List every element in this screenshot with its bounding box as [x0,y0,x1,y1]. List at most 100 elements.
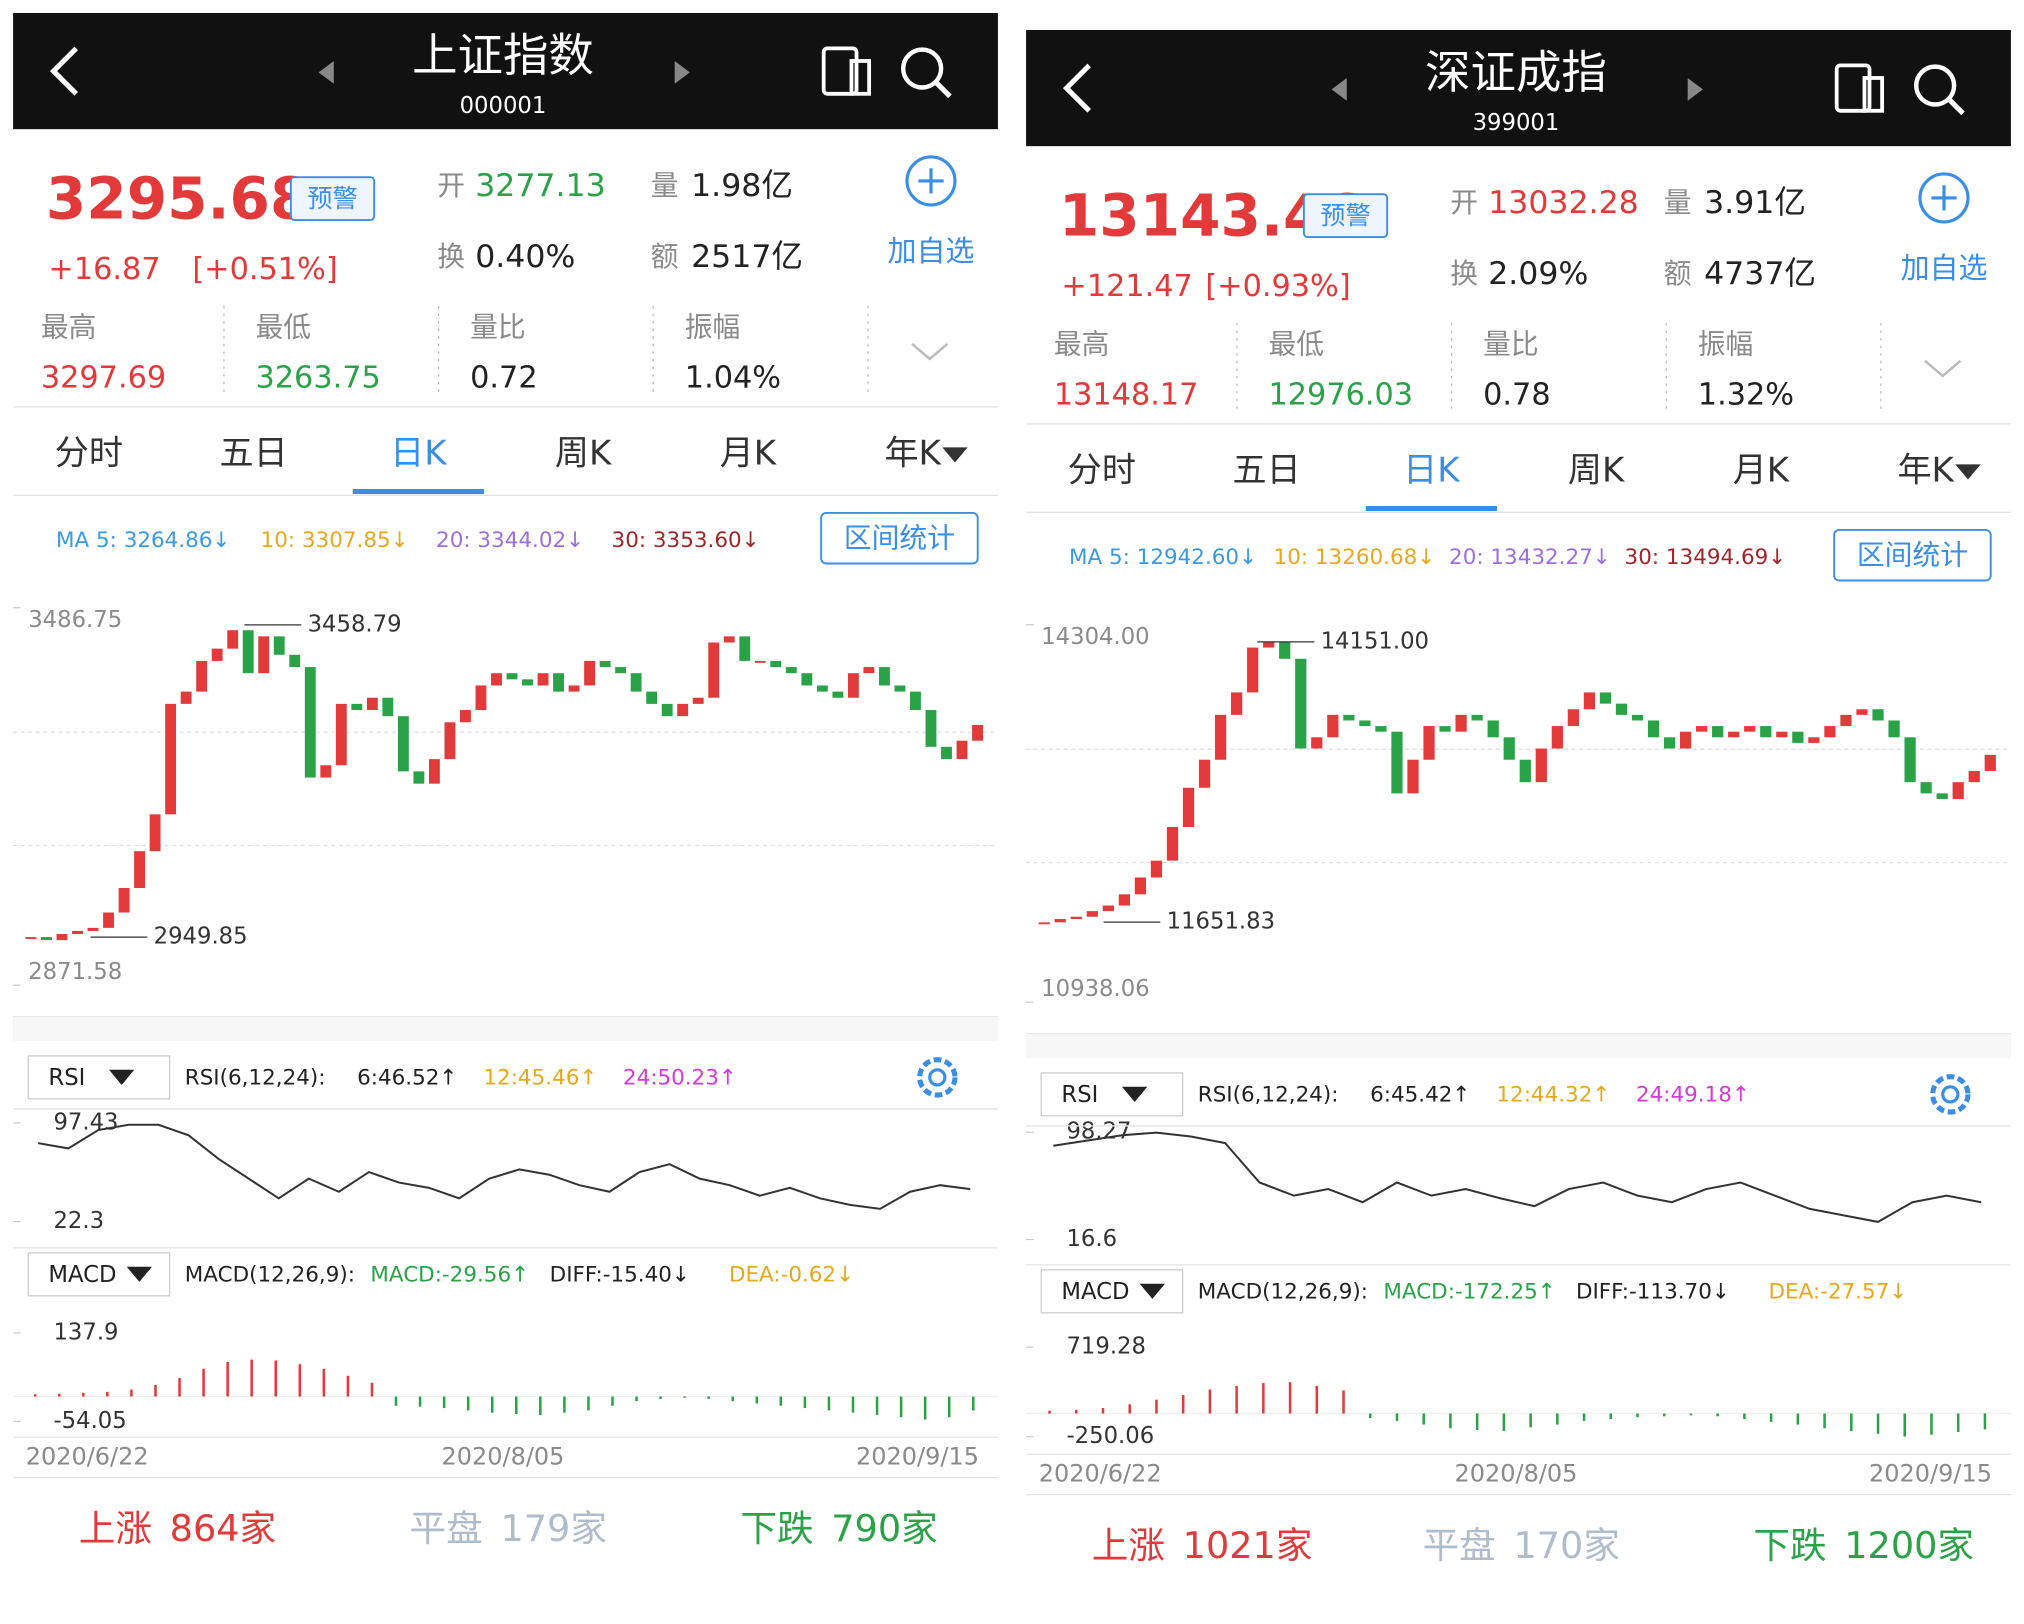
macd-bar [1609,1413,1613,1420]
range-button[interactable] [820,512,979,565]
period-tab[interactable]: 周K [555,433,613,473]
candle [1679,731,1692,749]
candle [1391,731,1403,794]
y-tick-label: 97.43 [53,1109,118,1135]
y-tick-label: 10938.06 [1041,976,1149,1002]
breadth-label: 平盘 [410,1507,483,1550]
candle [1439,726,1451,732]
macd-value: MACD:-172.25↑ [1383,1280,1555,1305]
period-tab[interactable]: 月K [720,433,778,473]
macd-bar [1422,1413,1425,1425]
search-icon[interactable] [901,47,944,90]
candle [1214,714,1227,760]
volume-label: 量 [651,169,679,202]
candle [863,667,875,674]
stat-label: 最高 [41,311,97,344]
candle [584,660,596,686]
expand-chevron[interactable] [911,342,949,361]
macd-value: MACD:-29.56↑ [370,1263,529,1288]
macd-selector[interactable] [27,1252,171,1297]
add-button[interactable] [905,155,957,207]
search-icon[interactable] [1914,64,1957,107]
switch-icon[interactable] [1834,63,1872,113]
macd-bar [539,1396,542,1415]
candle [1551,726,1563,749]
macd-bar [1903,1413,1907,1437]
alert-box[interactable] [1302,193,1389,239]
macd-bar [1128,1404,1131,1414]
stat-value: 0.72 [470,361,537,396]
macd-bar [659,1396,662,1399]
macd-bar [779,1396,783,1406]
macd-bar [1101,1407,1105,1414]
macd-bar [1662,1413,1666,1417]
index-code: 399001 [1473,110,1560,136]
macd-bar [1582,1413,1586,1421]
period-tab[interactable]: 分时 [55,433,123,473]
candle [134,851,146,888]
macd-bar [442,1396,446,1409]
macd-bar [899,1396,903,1418]
period-tab[interactable]: 周K [1568,450,1626,490]
tab-dropdown [1955,464,1981,480]
breadth-label: 上涨 [79,1507,152,1550]
range-button[interactable] [1833,529,1992,582]
candle [1487,720,1499,738]
candle [41,937,52,941]
candle [258,636,270,674]
y-tick-label: 137.9 [53,1319,118,1345]
x-tick-label: 2020/8/05 [442,1442,565,1470]
candle [1663,737,1676,749]
annotation-label: 11651.83 [1167,909,1275,935]
next-index[interactable] [1687,77,1703,101]
turnover-label: 换 [437,240,465,273]
period-tab[interactable]: 五日 [1233,450,1301,490]
prev-index[interactable] [318,60,334,84]
settings-gear[interactable] [1930,1074,1971,1115]
candle [1150,860,1163,878]
y-tick-label: 3486.75 [28,607,122,633]
macd-bar [178,1378,181,1397]
header-bar [1026,30,2011,147]
period-tab[interactable]: 月K [1733,450,1791,490]
candle [1712,726,1724,738]
period-tab[interactable]: 日K [390,433,448,473]
rsi-selector[interactable] [1040,1072,1184,1117]
ma-value: 20: 3344.02↓ [436,528,584,553]
back-button[interactable] [1062,63,1092,113]
search-handle [934,80,952,99]
settings-gear[interactable] [917,1057,958,1098]
alert-box[interactable] [289,176,376,222]
period-tab[interactable]: 五日 [220,433,288,473]
candle [103,912,114,928]
macd-selector[interactable] [1040,1269,1184,1314]
macd-bar [322,1368,326,1397]
stat-value: 13148.17 [1054,378,1199,413]
stat-label: 最低 [256,311,312,344]
period-tab[interactable]: 年K [884,433,942,473]
x-tick-label: 2020/9/15 [1869,1459,1992,1487]
expand-chevron[interactable] [1924,359,1962,378]
switch-icon-b [1862,76,1885,113]
candle [87,927,99,931]
macd-value: DIFF:-15.40↓ [550,1263,690,1288]
candle [1263,641,1275,648]
add-button[interactable] [1918,172,1970,224]
period-tab[interactable]: 年K [1897,450,1955,490]
y-tick-label: 719.28 [1066,1334,1146,1360]
candle [1343,714,1355,721]
back-button[interactable] [49,46,79,96]
candle [754,660,766,663]
candle [475,685,487,711]
period-tab[interactable]: 日K [1403,450,1461,490]
y-tick-label: 22.3 [53,1208,104,1234]
switch-icon[interactable] [821,46,859,96]
prev-index[interactable] [1331,77,1347,101]
next-index[interactable] [674,60,690,84]
period-tab[interactable]: 分时 [1068,450,1136,490]
rsi-selector[interactable] [27,1055,171,1100]
macd-bar [683,1396,686,1398]
candle [1118,894,1130,906]
x-tick-label: 2020/8/05 [1455,1459,1578,1487]
